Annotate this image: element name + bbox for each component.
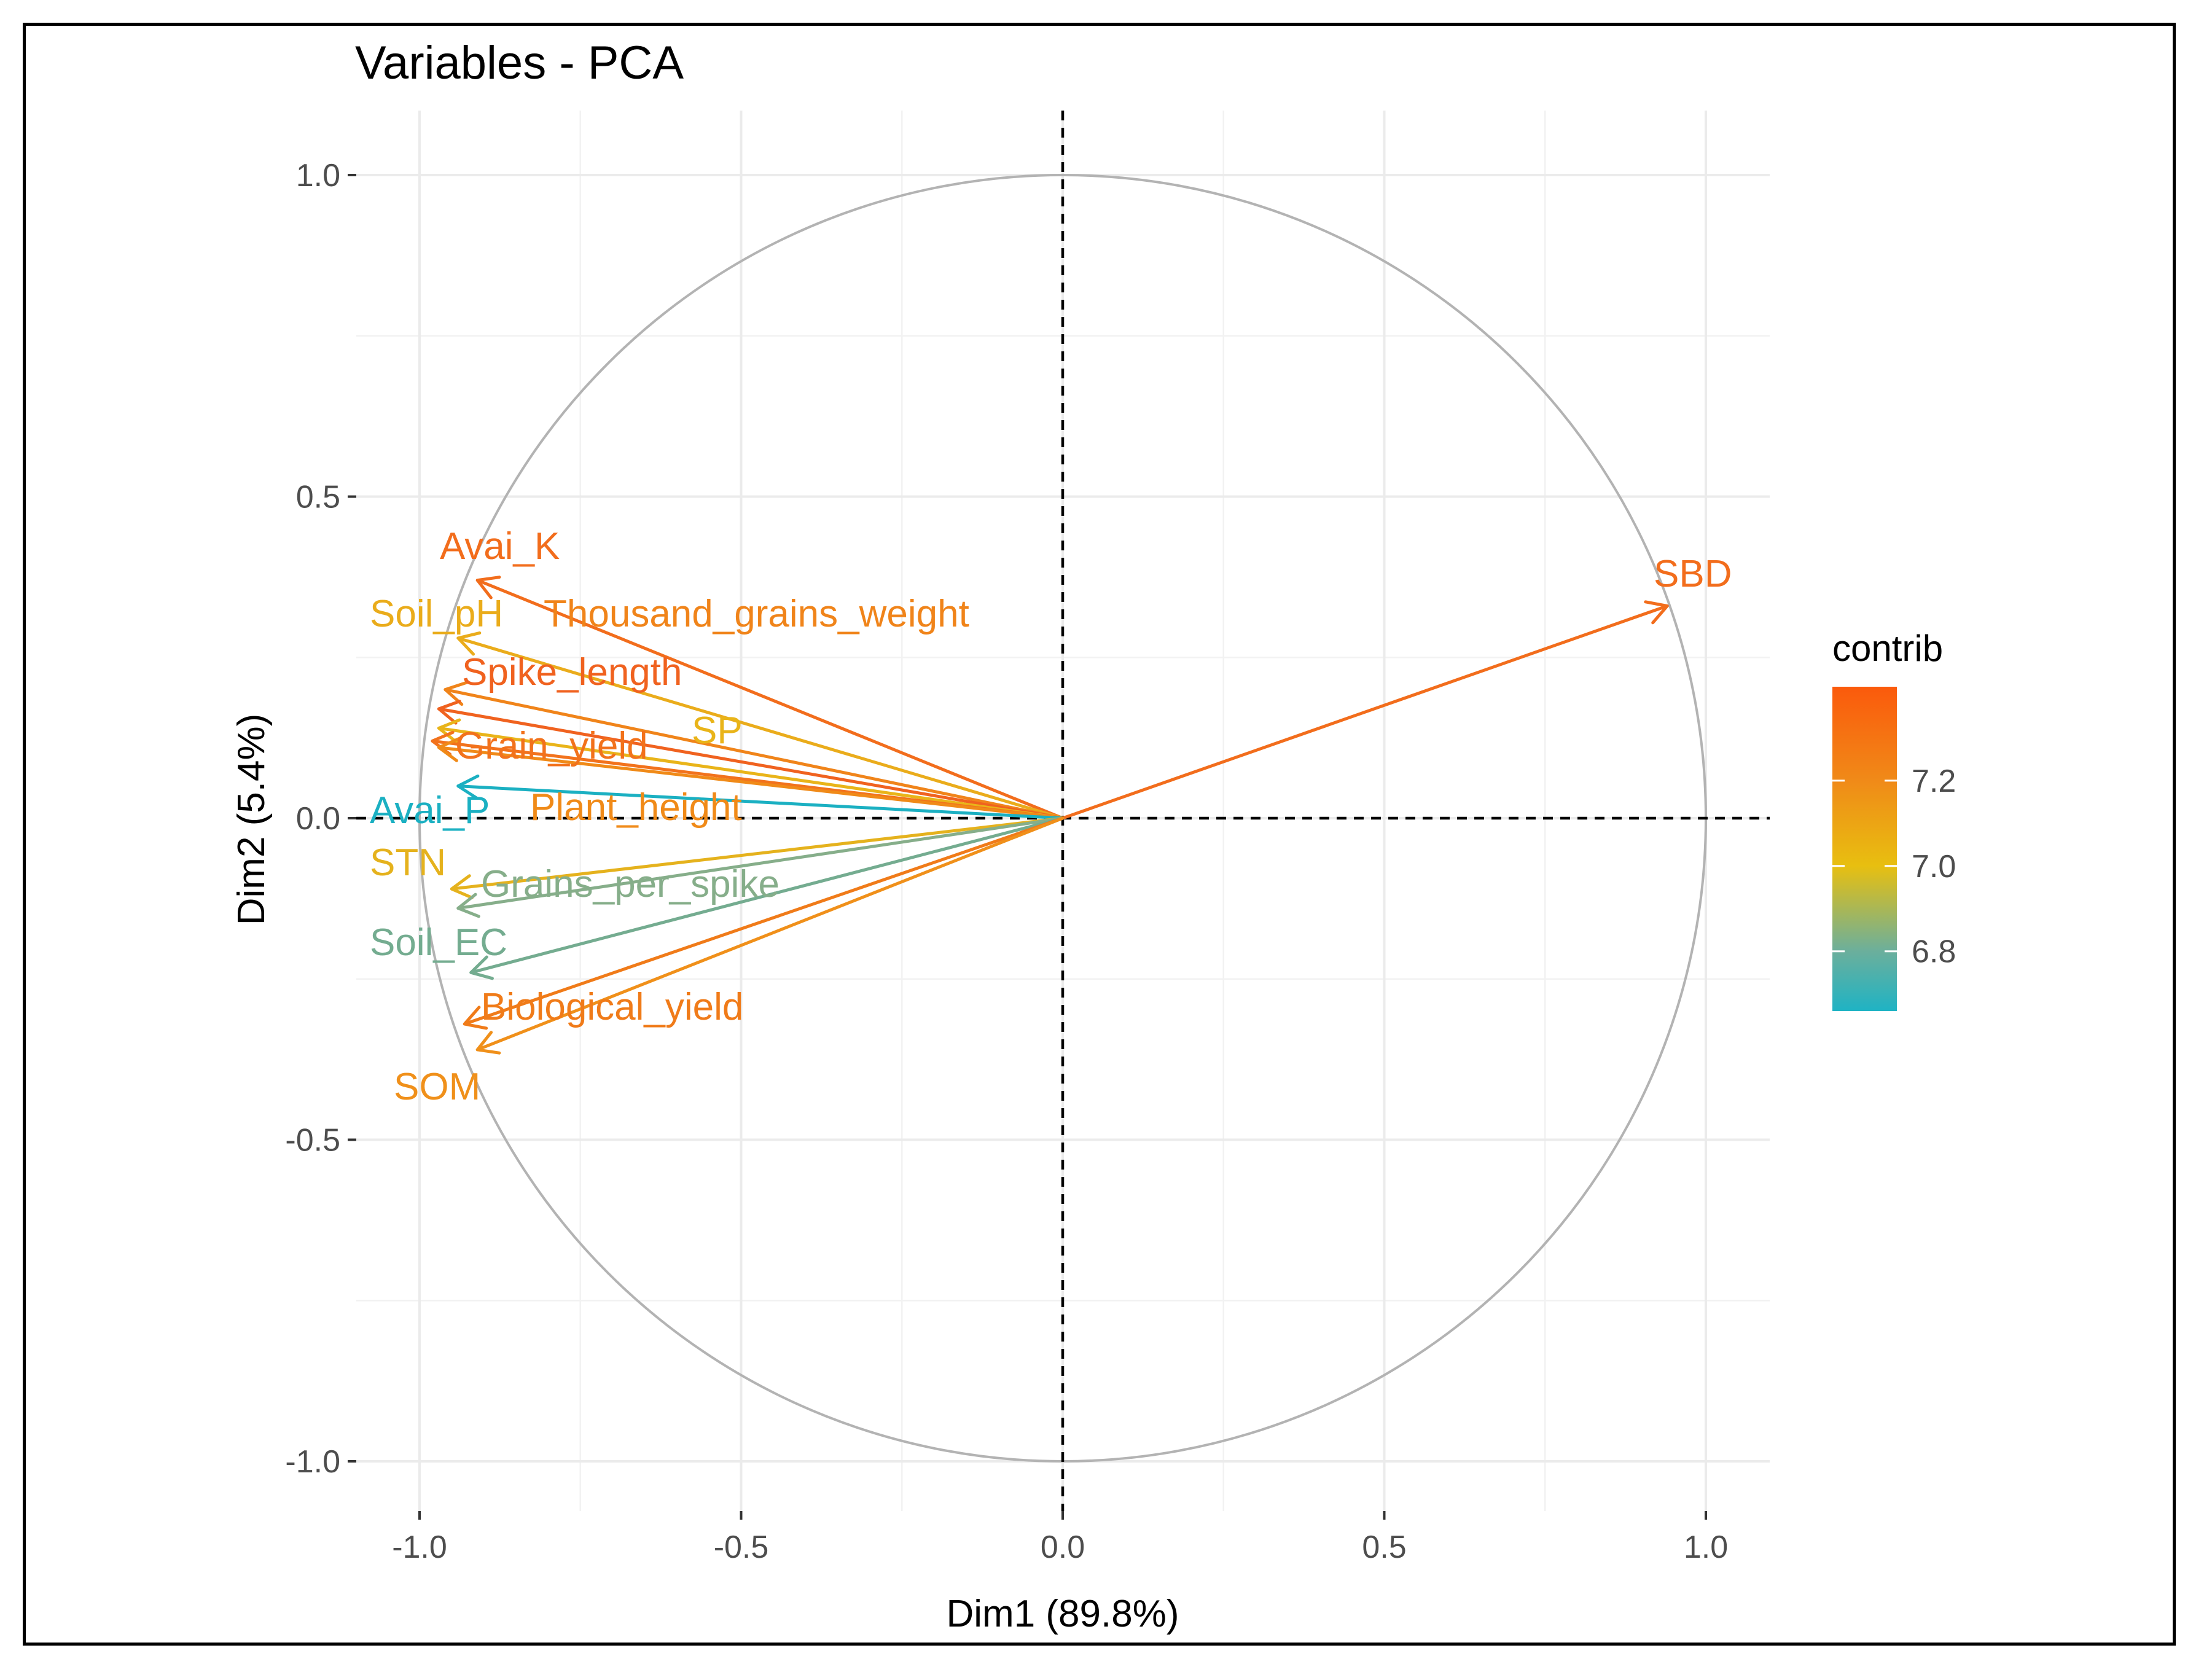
label-grain-yield: Grain_yield [455, 725, 648, 767]
x-tick-label: 1.0 [1684, 1529, 1728, 1565]
label-soil-ph: Soil_pH [370, 593, 503, 635]
x-tick-label: 0.5 [1362, 1529, 1406, 1565]
label-soil-ec: Soil_EC [370, 921, 507, 964]
label-stn: STN [370, 842, 446, 884]
arrow-thousand-grains-weight [444, 681, 1065, 820]
arrow-soil-ph [456, 631, 1065, 820]
chart-title: Variables - PCA [355, 37, 684, 89]
legend-ticks: 6.8 7.0 7.2 [1832, 764, 1956, 970]
label-spike-length: Spike_length [462, 651, 682, 693]
arrow-stn [450, 816, 1065, 899]
y-tick-label: 0.5 [296, 480, 340, 515]
y-tick-label: 0.0 [296, 801, 340, 837]
colorbar-tick-label: 7.2 [1912, 764, 1956, 799]
y-tick-label: 1.0 [296, 158, 340, 193]
y-axis-label: Dim2 (5.4%) [230, 714, 273, 926]
colorbar-tick-label: 7.0 [1912, 849, 1956, 885]
arrow-spike-length [437, 700, 1065, 820]
y-tick-label: -0.5 [285, 1123, 340, 1158]
label-grains-per-spike: Grains_per_spike [481, 863, 780, 905]
variable-arrows [431, 576, 1669, 1055]
legend: contrib 6.8 7.0 7.2 [1832, 628, 1956, 1011]
arrow-sp [437, 718, 1065, 820]
y-tick-label: -1.0 [285, 1444, 340, 1480]
legend-title: contrib [1832, 628, 1943, 669]
figure-frame [23, 23, 2176, 1646]
colorbar [1832, 687, 1897, 1011]
variable-labels: SBD Avai_K Soil_pH Thousand_grains_weight Sp… [370, 525, 1732, 1108]
arrow-grains-per-spike [456, 816, 1065, 918]
arrow-sbd [1061, 600, 1669, 820]
x-axis: -1.0 -0.5 0.0 0.5 1.0 [392, 1511, 1728, 1565]
x-axis-label: Dim1 (89.8%) [947, 1593, 1179, 1635]
x-tick-label: -0.5 [714, 1529, 769, 1565]
arrow-som [475, 816, 1065, 1055]
label-sp: SP [692, 709, 743, 752]
arrow-avai-k [475, 576, 1065, 820]
label-thousand-grains-weight: Thousand_grains_weight [544, 593, 969, 635]
label-sbd: SBD [1654, 553, 1732, 595]
label-biological-yield: Biological_yield [481, 986, 743, 1028]
colorbar-tick-label: 6.8 [1912, 934, 1956, 970]
arrow-soil-ec [469, 816, 1065, 980]
label-som: SOM [394, 1066, 480, 1108]
x-tick-label: -1.0 [392, 1529, 447, 1565]
y-axis: -1.0 -0.5 0.0 0.5 1.0 [285, 158, 356, 1480]
arrow-plant-height [437, 736, 1065, 820]
label-plant-height: Plant_height [530, 786, 742, 829]
label-avai-p: Avai_P [370, 789, 490, 832]
label-avai-k: Avai_K [440, 525, 560, 568]
arrow-avai-p [456, 774, 1065, 820]
arrow-biological-yield [463, 816, 1065, 1030]
x-tick-label: 0.0 [1041, 1529, 1085, 1565]
